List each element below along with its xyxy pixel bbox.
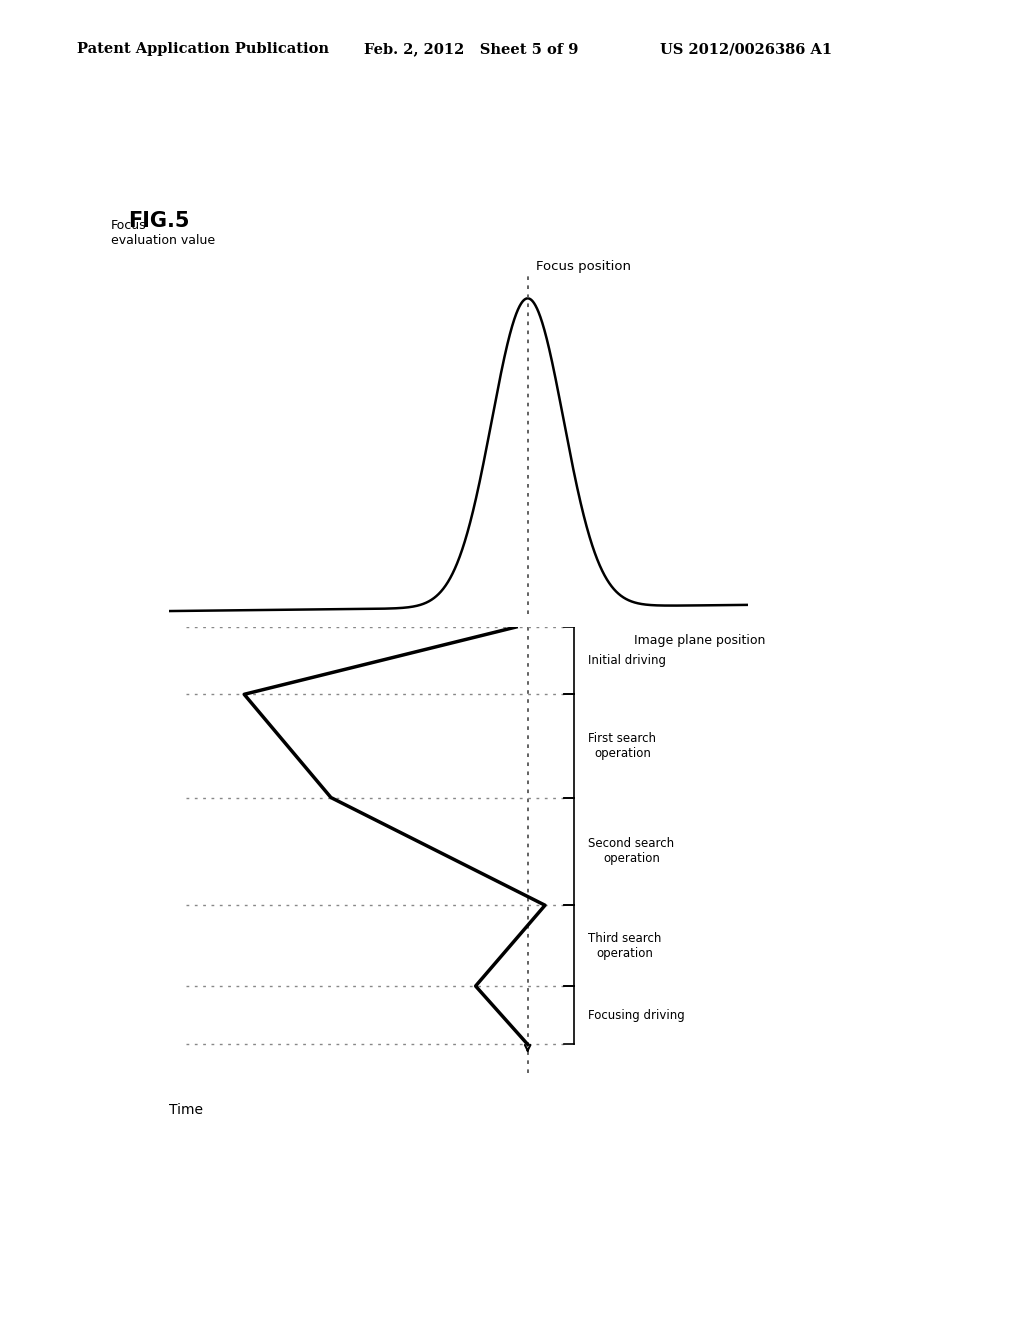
Text: Time: Time [169, 1102, 203, 1117]
Text: Focusing driving: Focusing driving [589, 1008, 685, 1022]
Text: Initial driving: Initial driving [589, 655, 667, 667]
Text: Patent Application Publication: Patent Application Publication [77, 42, 329, 57]
Text: Focus
evaluation value: Focus evaluation value [112, 219, 215, 247]
Text: US 2012/0026386 A1: US 2012/0026386 A1 [660, 42, 833, 57]
Text: Focus position: Focus position [537, 260, 632, 273]
Text: FIG.5: FIG.5 [128, 211, 189, 231]
Text: Image plane position: Image plane position [634, 635, 765, 647]
Text: Feb. 2, 2012   Sheet 5 of 9: Feb. 2, 2012 Sheet 5 of 9 [364, 42, 578, 57]
Text: Third search
operation: Third search operation [589, 932, 662, 960]
Text: Second search
operation: Second search operation [589, 837, 675, 866]
Text: First search
operation: First search operation [589, 731, 656, 760]
